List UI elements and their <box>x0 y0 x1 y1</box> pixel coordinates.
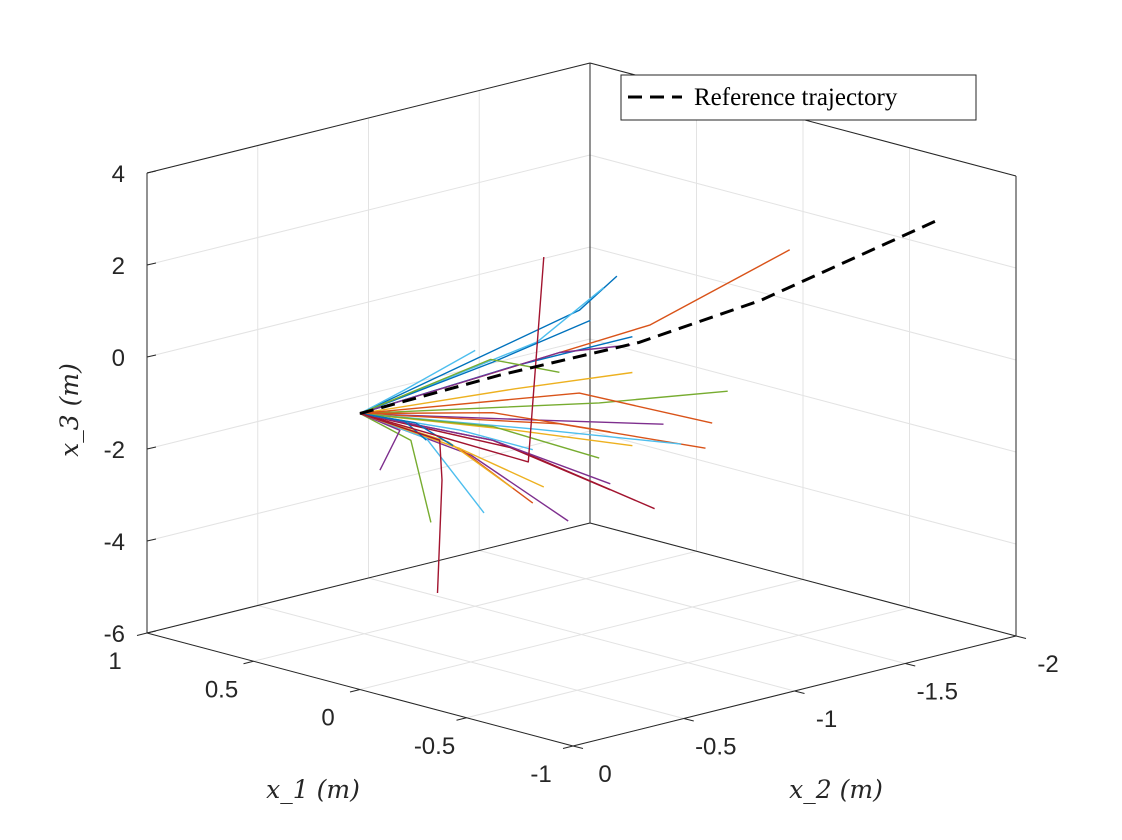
x3-tick-mark <box>146 538 157 542</box>
axes-box-edge <box>146 522 591 634</box>
trajectory-line <box>359 319 591 415</box>
x2-tick-label: 0 <box>598 761 611 788</box>
x2-tick-label: -0.5 <box>695 734 736 761</box>
x2-tick-mark <box>794 690 805 694</box>
x3-tick-label: 0 <box>112 345 125 372</box>
trajectory-line <box>359 392 713 424</box>
x2-tick-label: -1 <box>816 706 837 733</box>
x2-tick-mark <box>683 718 694 722</box>
x1-tick-mark <box>562 745 574 749</box>
x3-tick-label: -2 <box>104 437 125 464</box>
x2-tick-mark <box>572 745 584 749</box>
x3-tick-mark <box>146 262 157 266</box>
trajectory-line <box>359 412 443 594</box>
x3-tick-mark <box>146 354 157 358</box>
trajectory-line <box>359 412 432 523</box>
x3-tick-mark <box>146 170 157 174</box>
x2-tick-label: -2 <box>1037 651 1058 678</box>
x1-tick-label: -1 <box>530 761 551 788</box>
grid-line-x2 <box>368 577 795 692</box>
reference-trajectory-line <box>359 218 939 415</box>
grid-line-x2 <box>479 550 906 664</box>
x2-tick-label: -1.5 <box>917 679 958 706</box>
legend: Reference trajectory <box>620 74 977 121</box>
tick-marks <box>136 170 1027 749</box>
axes-box-edge <box>146 62 591 174</box>
trajectory-line <box>359 344 631 415</box>
legend-label-reference: Reference trajectory <box>694 84 898 111</box>
x3-tick-label: -6 <box>104 621 125 648</box>
x1-tick-label: 0.5 <box>205 676 238 703</box>
trajectory-line <box>359 371 633 415</box>
x3-tick-label: 4 <box>112 161 125 188</box>
x2-tick-mark <box>1015 635 1027 639</box>
x1-tick-mark <box>456 717 467 721</box>
reference-trajectory-group <box>359 218 939 415</box>
trajectory-line <box>359 390 728 415</box>
x3-tick-label: 2 <box>112 253 125 280</box>
x2-axis-label: x_2 (m) <box>789 775 883 804</box>
trajectory-line <box>359 412 611 485</box>
x3-axis-label: x_3 (m) <box>55 363 84 457</box>
x1-tick-label: 1 <box>108 648 121 675</box>
x3-tick-mark <box>146 446 157 450</box>
x3-tick-label: -4 <box>104 529 125 556</box>
tick-labels: 4 2 0 -2 -4 -61 0.5 0 -0.5 -1 0 -0.5 -1 -1.5 -2 <box>104 161 1059 788</box>
trajectories <box>359 249 791 594</box>
axes-box-edge <box>589 522 1017 637</box>
trajectory-line <box>359 412 611 433</box>
trajectory-line <box>359 412 485 514</box>
trajectory-line <box>359 275 618 415</box>
trajectory-line <box>359 349 476 415</box>
grid-line-x2 <box>257 605 684 719</box>
axes-box <box>146 62 1017 747</box>
x1-tick-mark <box>136 632 148 636</box>
trajectory-line <box>359 412 401 471</box>
x1-tick-label: -0.5 <box>414 733 455 760</box>
x2-tick-mark <box>905 663 916 667</box>
trajectory-line <box>359 256 545 463</box>
x1-axis-label: x_1 (m) <box>266 775 360 804</box>
x1-tick-mark <box>349 689 361 693</box>
grid-lines <box>146 62 1017 747</box>
x1-tick-label: 0 <box>321 705 334 732</box>
trajectory-line <box>359 412 600 459</box>
x1-tick-mark <box>243 660 254 665</box>
x3-tick-mark <box>146 630 157 634</box>
